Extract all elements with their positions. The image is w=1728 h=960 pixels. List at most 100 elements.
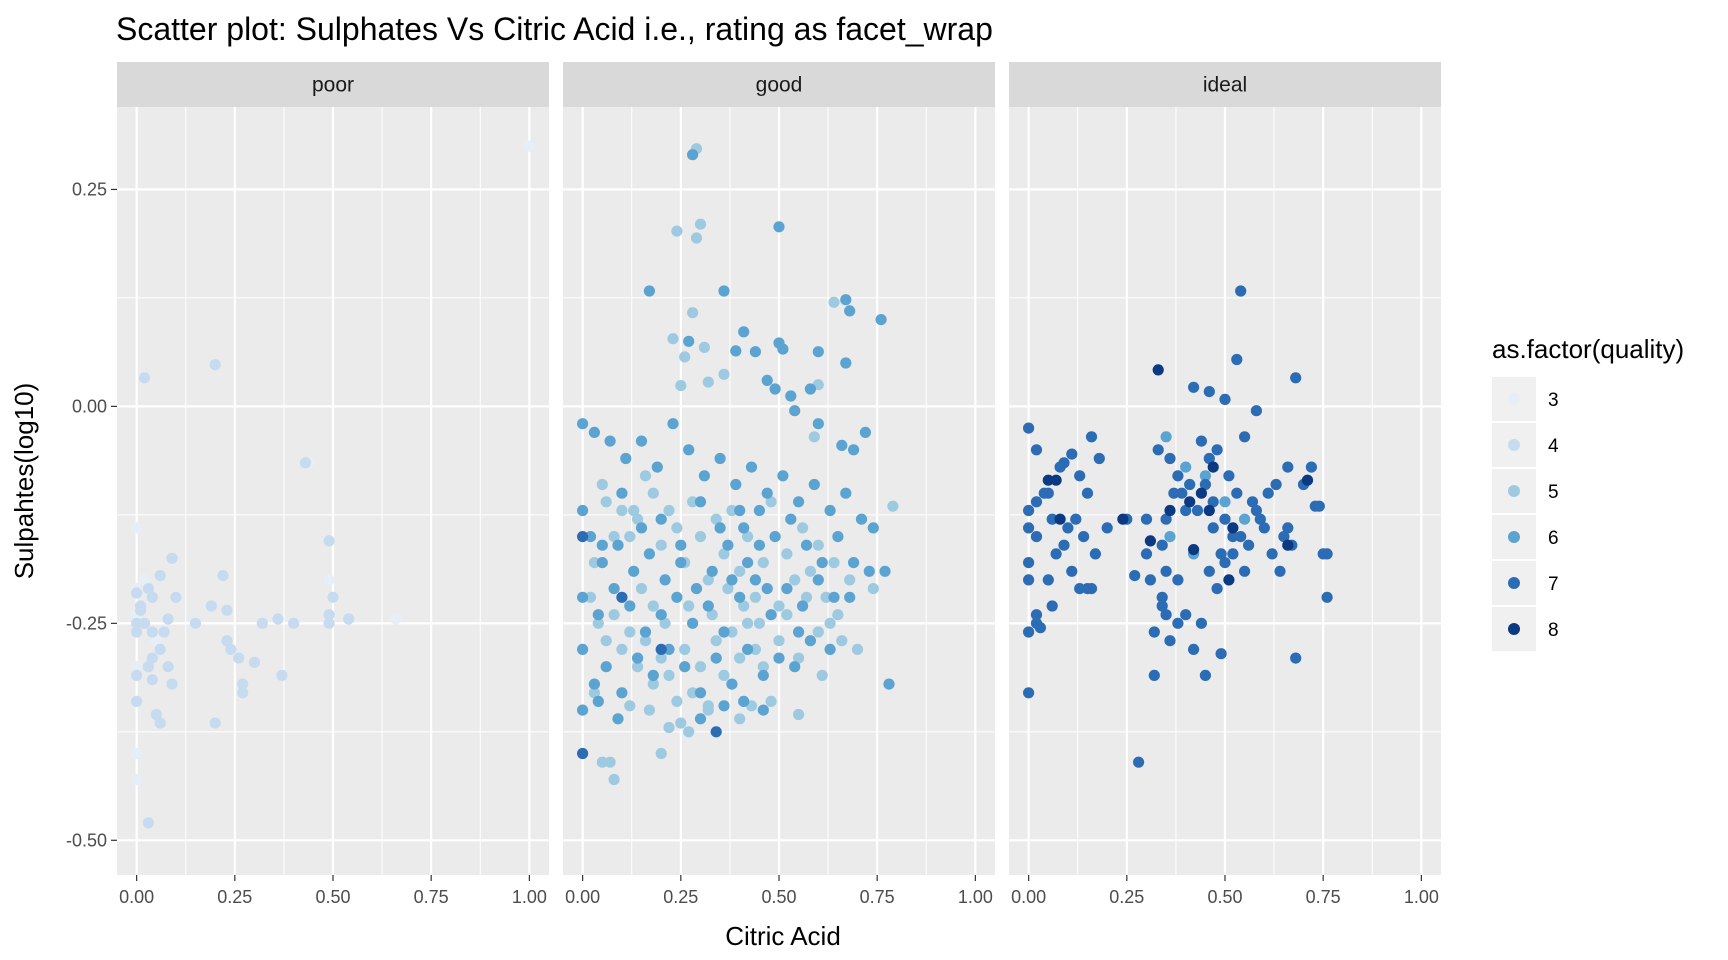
facet-panels: poor 0.00 0.25 0.50 0.75 1.00 good 0.00 0.25 0.50… (66, 62, 1441, 907)
data-point-quality-5 (812, 626, 824, 638)
x-tick-label: 0.00 (119, 887, 154, 907)
data-point-quality-4 (146, 652, 158, 664)
data-point-quality-5 (628, 504, 640, 517)
data-point-quality-5 (624, 700, 636, 712)
data-point-quality-7 (1176, 487, 1188, 499)
data-point-quality-5 (734, 713, 746, 725)
data-point-quality-6 (808, 478, 820, 491)
data-point-quality-5 (687, 687, 699, 699)
x-tick-label: 0.75 (860, 887, 895, 907)
data-point-quality-4 (237, 678, 249, 690)
data-point-quality-7 (1023, 422, 1035, 434)
data-point-quality-6 (635, 435, 648, 447)
data-point-quality-7 (1058, 539, 1070, 551)
data-point-quality-7 (1184, 478, 1196, 491)
data-point-quality-6 (1164, 531, 1176, 543)
legend-item-5: 5 (1492, 469, 1559, 513)
data-point-quality-5 (588, 557, 601, 569)
data-point-quality-4 (154, 717, 166, 729)
data-point-quality-6 (734, 504, 746, 517)
data-point-quality-6 (588, 426, 601, 438)
data-point-quality-6 (828, 591, 840, 603)
data-point-quality-6 (639, 626, 652, 638)
data-point-quality-7 (1254, 513, 1266, 525)
data-point-quality-4 (189, 617, 202, 629)
data-point-quality-7 (1172, 574, 1184, 586)
x-tick-label: 0.25 (663, 887, 698, 907)
data-point-quality-8 (1301, 474, 1314, 486)
data-point-quality-4 (162, 661, 174, 673)
data-point-quality-5 (698, 341, 711, 353)
data-point-quality-7 (1219, 557, 1231, 569)
data-point-quality-6 (687, 617, 699, 629)
data-point-quality-4 (146, 626, 158, 638)
data-point-quality-4 (158, 626, 170, 638)
data-point-quality-7 (1144, 574, 1156, 586)
data-point-quality-4 (162, 613, 174, 625)
data-point-quality-6 (714, 452, 726, 465)
legend-item-7: 7 (1492, 561, 1559, 605)
data-point-quality-5 (624, 531, 636, 543)
data-point-quality-8 (1195, 487, 1207, 499)
data-point-quality-6 (659, 574, 671, 586)
data-point-quality-5 (749, 643, 762, 656)
data-point-quality-5 (710, 635, 722, 647)
x-tick-label: 1.00 (512, 887, 547, 907)
legend-item-3: 3 (1492, 377, 1559, 421)
data-point-quality-5 (816, 669, 828, 682)
data-point-quality-4 (142, 817, 154, 829)
data-point-quality-7 (1188, 643, 1200, 656)
data-point-quality-6 (710, 652, 722, 664)
x-tick-label: 0.25 (217, 887, 252, 907)
data-point-quality-7 (1030, 444, 1043, 456)
data-point-quality-4 (131, 669, 143, 682)
data-point-quality-7 (1148, 626, 1160, 638)
data-point-quality-5 (800, 591, 813, 603)
data-point-quality-6 (608, 583, 620, 595)
data-point-quality-7 (1089, 548, 1101, 560)
data-point-quality-7 (1231, 487, 1243, 499)
data-point-quality-6 (875, 314, 887, 326)
data-point-quality-6 (785, 390, 797, 402)
data-point-quality-5 (632, 661, 644, 673)
data-point-quality-5 (596, 756, 608, 768)
data-point-quality-6 (596, 539, 608, 551)
data-point-quality-5 (600, 496, 612, 508)
data-point-quality-7 (1199, 478, 1211, 491)
data-point-quality-7 (1042, 487, 1054, 499)
data-point-quality-6 (769, 531, 781, 543)
data-point-quality-6 (592, 695, 604, 708)
data-point-quality-4 (138, 617, 151, 629)
data-point-quality-5 (718, 368, 730, 380)
data-point-quality-4 (276, 669, 288, 682)
data-point-quality-7 (1152, 444, 1164, 456)
data-point-quality-6 (797, 600, 809, 612)
data-point-quality-4 (166, 552, 178, 564)
data-point-quality-7 (1101, 522, 1113, 534)
data-point-quality-5 (632, 513, 644, 525)
data-point-quality-6 (742, 557, 754, 569)
data-point-quality-4 (288, 617, 300, 629)
data-point-quality-7 (1246, 496, 1259, 508)
data-point-quality-8 (1050, 474, 1062, 486)
data-point-quality-5 (734, 652, 746, 664)
data-point-quality-6 (883, 678, 895, 690)
data-point-quality-6 (773, 652, 785, 664)
data-point-quality-5 (624, 626, 636, 638)
data-point-quality-6 (683, 335, 695, 347)
data-point-quality-6 (753, 539, 766, 551)
data-point-quality-5 (647, 678, 659, 690)
data-point-quality-6 (651, 461, 663, 473)
legend-label: 3 (1548, 390, 1559, 411)
data-point-quality-8 (1144, 535, 1156, 547)
data-point-quality-7 (1030, 531, 1043, 543)
facet-label: ideal (1203, 74, 1247, 97)
data-point-quality-7 (1191, 504, 1204, 517)
data-point-quality-7 (1290, 372, 1302, 384)
data-point-quality-5 (757, 661, 769, 673)
data-point-quality-7 (1030, 496, 1043, 508)
y-axis-title: Sulpahtes(log10) (9, 383, 39, 580)
data-point-quality-5 (828, 296, 840, 308)
data-point-quality-4 (237, 687, 249, 699)
x-tick-label: 0.50 (315, 887, 350, 907)
